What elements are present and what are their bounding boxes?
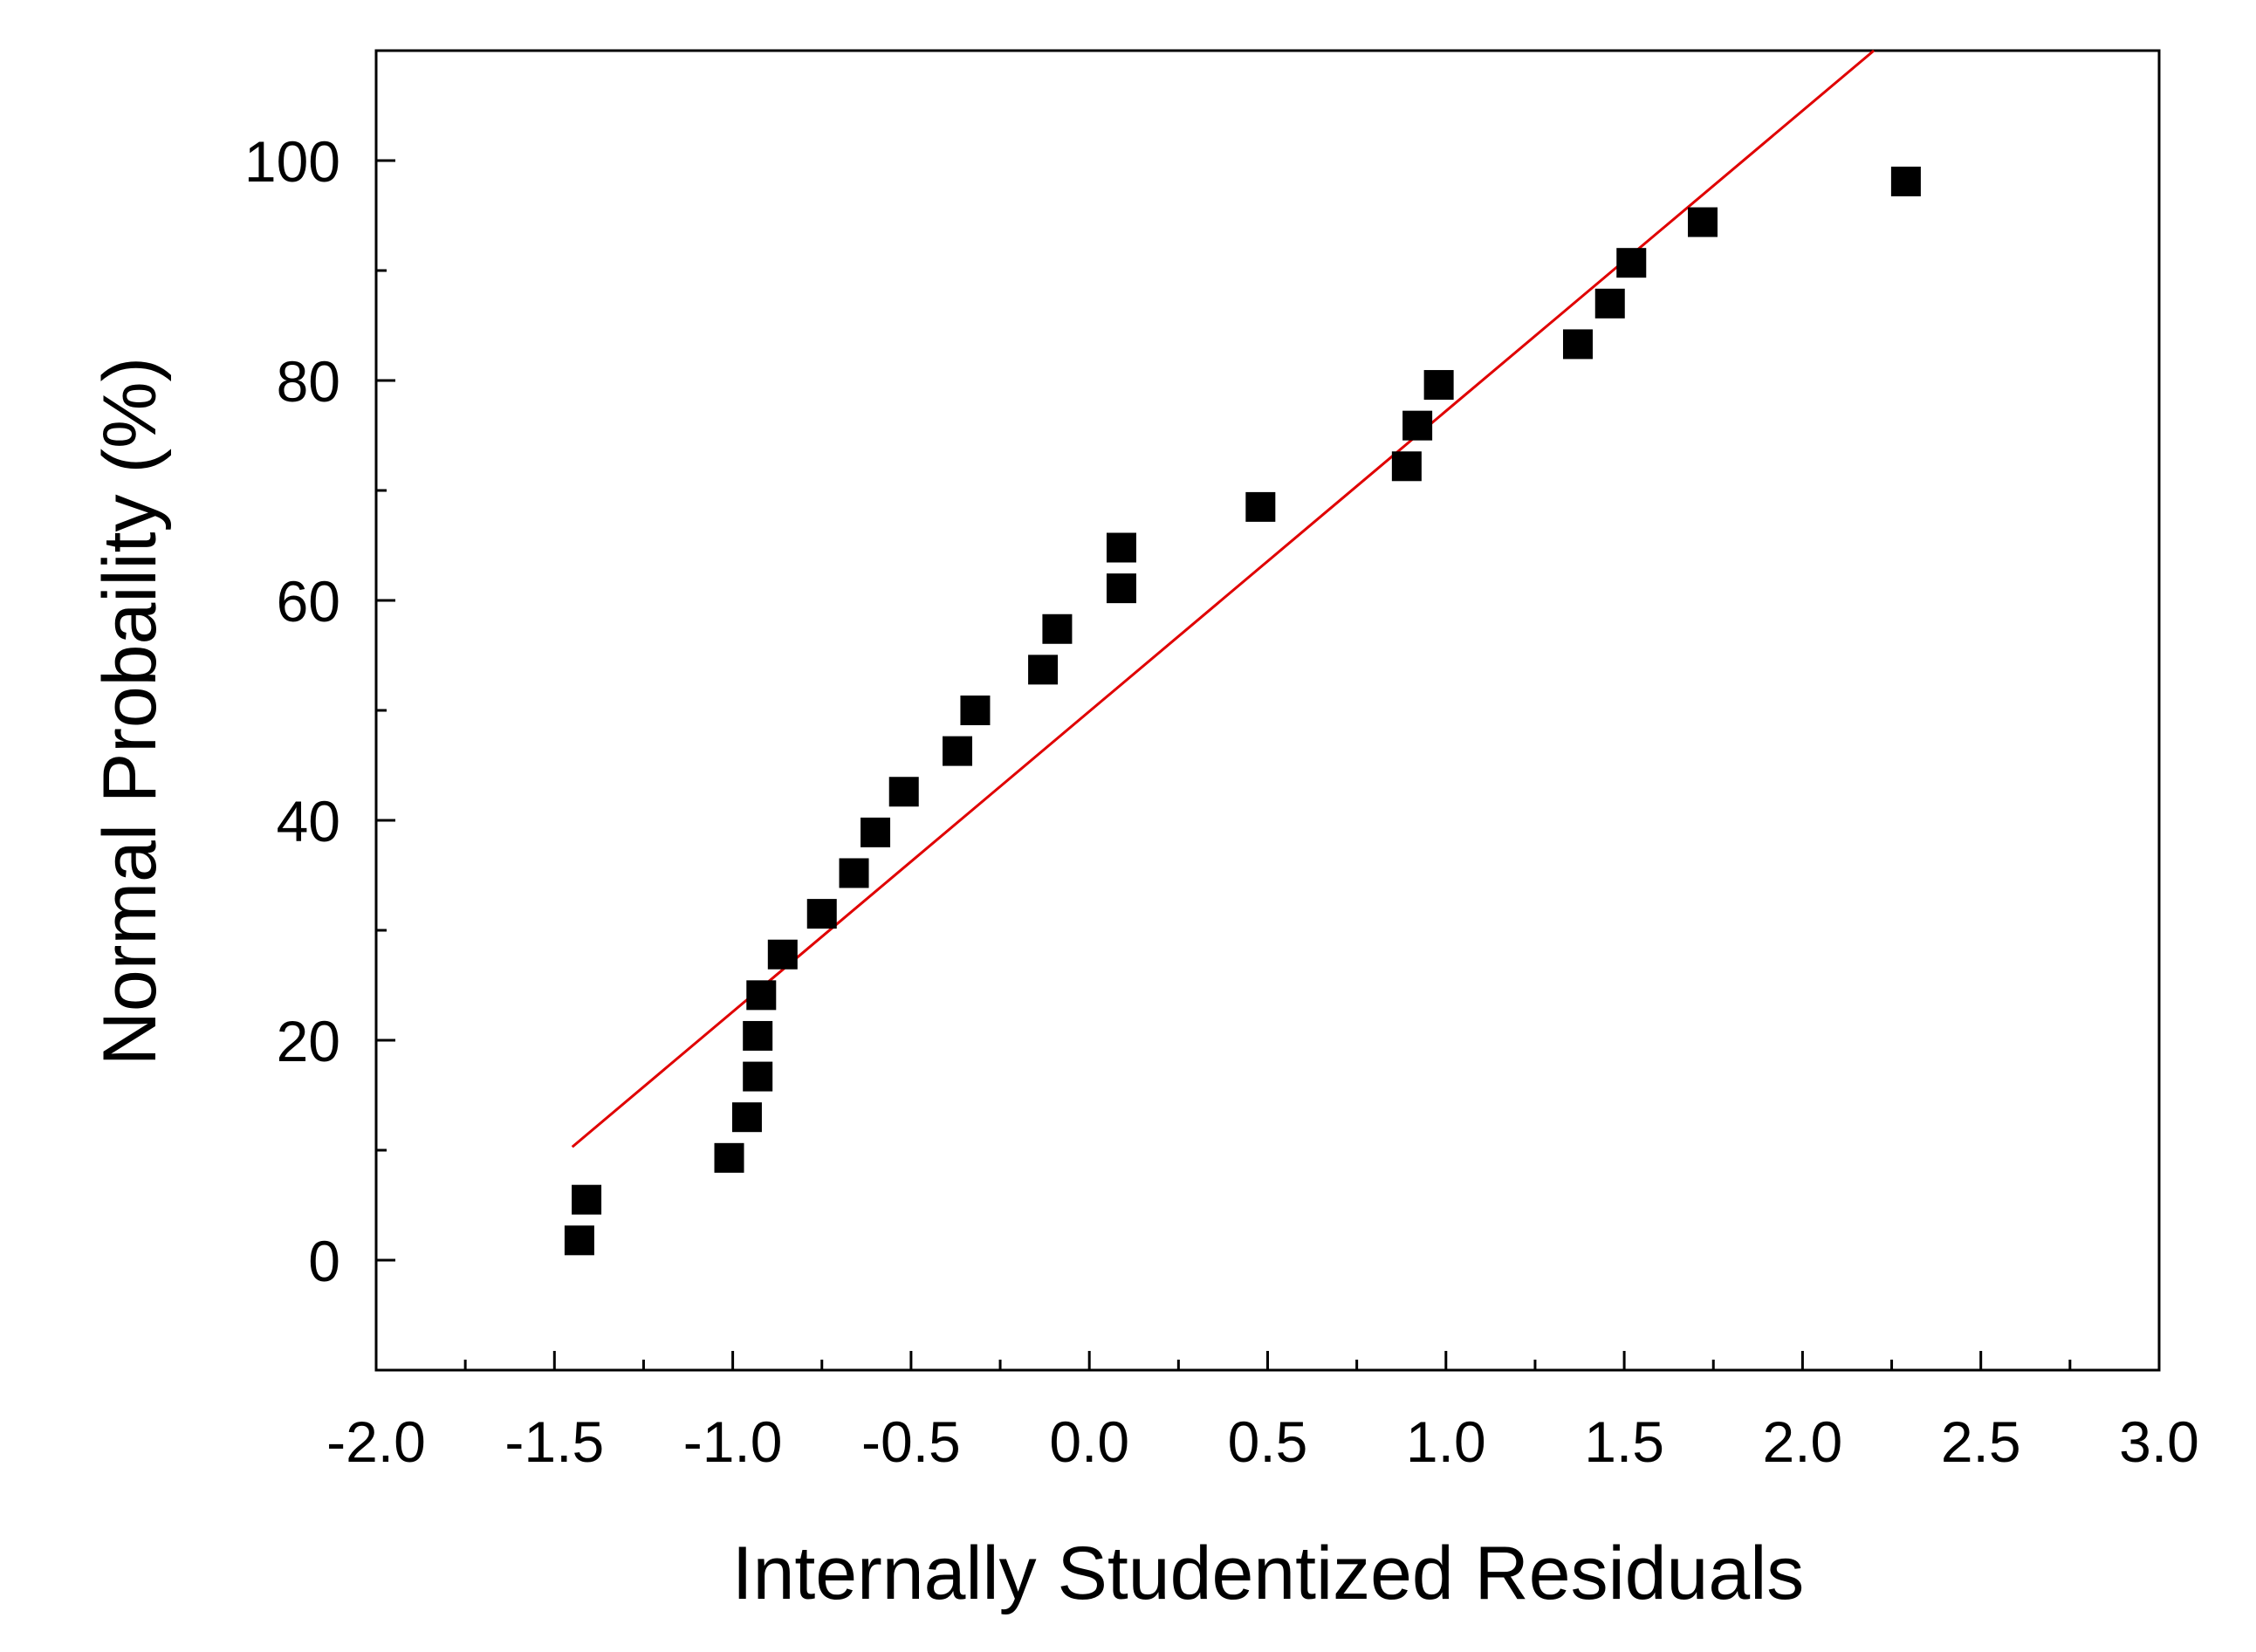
- data-point: [564, 1225, 594, 1256]
- data-point: [1616, 248, 1647, 278]
- x-tick-label: -1.5: [504, 1409, 604, 1474]
- x-axis-tick-labels: -2.0 -1.5 -1.0 -0.5 0.0 0.5 1.0 1.5 2.0 2.5 3.0: [326, 1409, 2199, 1474]
- x-tick-label: 0.5: [1228, 1409, 1308, 1474]
- y-tick-label: 60: [277, 569, 340, 634]
- y-tick-label: 100: [244, 129, 340, 194]
- x-axis-ticks: [374, 1351, 2161, 1370]
- x-tick-label: 1.5: [1584, 1409, 1664, 1474]
- data-point: [806, 899, 837, 929]
- x-tick-label: -0.5: [861, 1409, 961, 1474]
- data-point: [1423, 370, 1454, 401]
- data-point: [1890, 166, 1921, 196]
- y-tick-label: 40: [277, 789, 340, 853]
- y-tick-label: 0: [308, 1229, 340, 1293]
- y-tick-label: 80: [277, 349, 340, 414]
- data-point: [746, 980, 777, 1011]
- x-axis-title: Internally Studentized Residuals: [732, 1532, 1805, 1615]
- data-point: [743, 1020, 773, 1051]
- data-point: [1391, 451, 1422, 482]
- data-point: [572, 1184, 602, 1215]
- data-point: [888, 777, 919, 807]
- data-point: [743, 1061, 773, 1092]
- y-tick-label: 20: [277, 1009, 340, 1073]
- x-tick-label: -2.0: [326, 1409, 426, 1474]
- data-point: [1042, 614, 1073, 644]
- data-point: [767, 939, 798, 970]
- y-axis-ticks: [376, 159, 395, 1262]
- data-point: [1687, 207, 1718, 237]
- data-point: [1245, 491, 1276, 522]
- y-axis-title: Normal Probaility (%): [88, 357, 172, 1066]
- data-point: [943, 736, 973, 766]
- data-point: [1106, 532, 1136, 563]
- data-point: [731, 1102, 762, 1133]
- data-point: [1106, 573, 1136, 604]
- x-tick-label: 2.0: [1763, 1409, 1843, 1474]
- data-point: [960, 696, 991, 725]
- x-tick-label: 3.0: [2119, 1409, 2199, 1474]
- plot-frame: [374, 49, 2161, 1372]
- data-point: [839, 858, 869, 888]
- y-axis-tick-labels: 0 20 40 60 80 100: [244, 129, 340, 1293]
- data-point: [861, 817, 891, 847]
- data-point: [1594, 288, 1625, 319]
- data-point: [714, 1142, 744, 1173]
- data-point: [1028, 655, 1059, 685]
- x-tick-label: 2.5: [1941, 1409, 2021, 1474]
- data-points: [564, 166, 1921, 1256]
- data-point: [1562, 329, 1593, 360]
- x-tick-label: 1.0: [1406, 1409, 1486, 1474]
- x-tick-label: 0.0: [1049, 1409, 1129, 1474]
- data-point: [1402, 410, 1433, 441]
- x-tick-label: -1.0: [683, 1409, 783, 1474]
